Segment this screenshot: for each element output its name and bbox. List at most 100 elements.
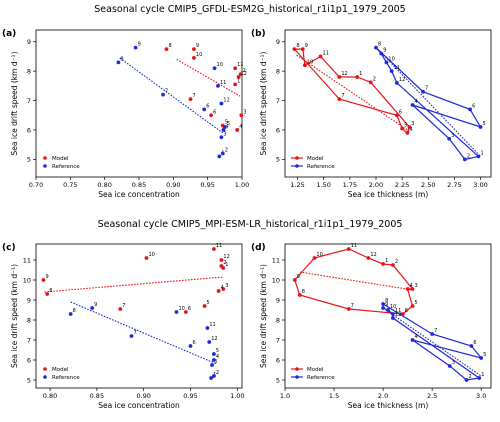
data-point [292,47,297,52]
data-point [337,75,342,79]
plot-frame [284,243,492,389]
month-label: 9 [297,274,300,280]
month-label: 6 [405,308,408,314]
data-point [212,66,217,71]
month-label: 10 [388,56,394,62]
month-label: 12 [370,252,376,258]
month-label: 7 [122,303,125,309]
data-point [216,289,221,293]
month-label: 4 [225,124,228,130]
data-point [368,80,373,85]
data-point [45,292,50,296]
month-label: 11 [220,80,226,86]
x-tick-label: 0.90 [136,392,150,400]
x-tick-label: 1.75 [343,181,357,189]
legend-marker [43,367,47,371]
plot-frame [35,29,243,178]
data-point [192,47,196,52]
trend-line [44,276,224,293]
month-label: 10 [316,252,322,258]
x-axis-label: Sea ice thickness (m) [348,401,429,410]
x-tick-label: 0.95 [200,181,214,189]
data-point [477,376,482,380]
x-tick-label: 0.85 [132,181,146,189]
y-tick-label: 9 [27,38,31,46]
month-label: 7 [425,86,428,92]
month-label: 7 [134,330,137,336]
y-axis-label: Sea ice drift speed (km d⁻¹) [10,51,19,155]
y-tick-label: 11 [23,256,31,264]
y-tick-label: 7 [27,97,31,105]
month-label: 2 [223,260,226,266]
legend-marker [295,164,299,168]
y-tick-label: 7 [276,336,280,344]
data-point [209,376,214,380]
y-tick-label: 5 [276,156,280,164]
data-point [410,338,415,342]
month-label: 6 [188,306,191,312]
month-label: 2 [467,153,470,159]
legend-label: Reference [307,164,335,170]
data-point [421,89,425,94]
month-label: 8 [385,298,388,304]
month-label: 4 [239,124,242,130]
month-label: 5 [225,120,228,126]
month-label: 3 [411,121,414,127]
month-label: 9 [94,302,97,308]
data-point [430,332,435,336]
data-point [90,306,95,310]
data-point [292,278,297,282]
data-point [239,113,244,118]
legend-label: Model [307,367,324,373]
y-tick-label: 5 [276,376,280,384]
data-point [400,126,405,131]
data-point [384,60,389,65]
data-point [478,125,483,129]
data-point [188,344,193,348]
legend-marker [43,375,47,379]
data-point [405,287,410,291]
data-point [410,304,415,308]
x-tick-label: 2.0 [378,392,388,400]
trend-line [176,58,241,97]
data-point [236,75,241,79]
legend-marker [295,375,299,379]
data-point [381,262,385,266]
month-label: 4 [415,334,418,340]
month-label: 3 [214,359,217,365]
x-tick-label: 0.90 [166,181,180,189]
data-point [405,131,410,135]
y-tick-label: 10 [23,276,31,284]
month-label: 5 [207,300,210,306]
y-tick-label: 6 [27,356,31,364]
month-label: 12 [395,312,401,318]
data-point [410,287,415,291]
month-label: 11 [216,243,222,249]
data-point [355,75,360,79]
legend-label: Reference [52,164,80,170]
y-axis-label: Sea ice drift speed (km d⁻¹) [259,264,268,368]
month-label: 1 [225,262,228,268]
data-point [407,125,412,129]
data-point [462,157,467,162]
month-label: 2 [468,374,471,380]
month-label: 12 [241,71,247,77]
data-point [318,54,323,59]
month-label: 3 [451,133,454,139]
x-tick-label: 1.25 [290,181,304,189]
month-label: 8 [378,42,381,48]
data-point [346,307,351,311]
legend: Model Reference [43,367,80,381]
trend-line [299,271,413,291]
trend-line [119,57,224,134]
month-label: 9 [196,43,199,49]
x-tick-label: 0.75 [63,181,77,189]
month-label: 2 [225,147,228,153]
y-tick-label: 8 [276,67,280,75]
data-point [202,304,207,308]
panels: (a)0.70 0.75 0.80 0.85 0.90 0.95 1.0056789Sea … [2,29,492,410]
legend-label: Model [307,156,324,162]
